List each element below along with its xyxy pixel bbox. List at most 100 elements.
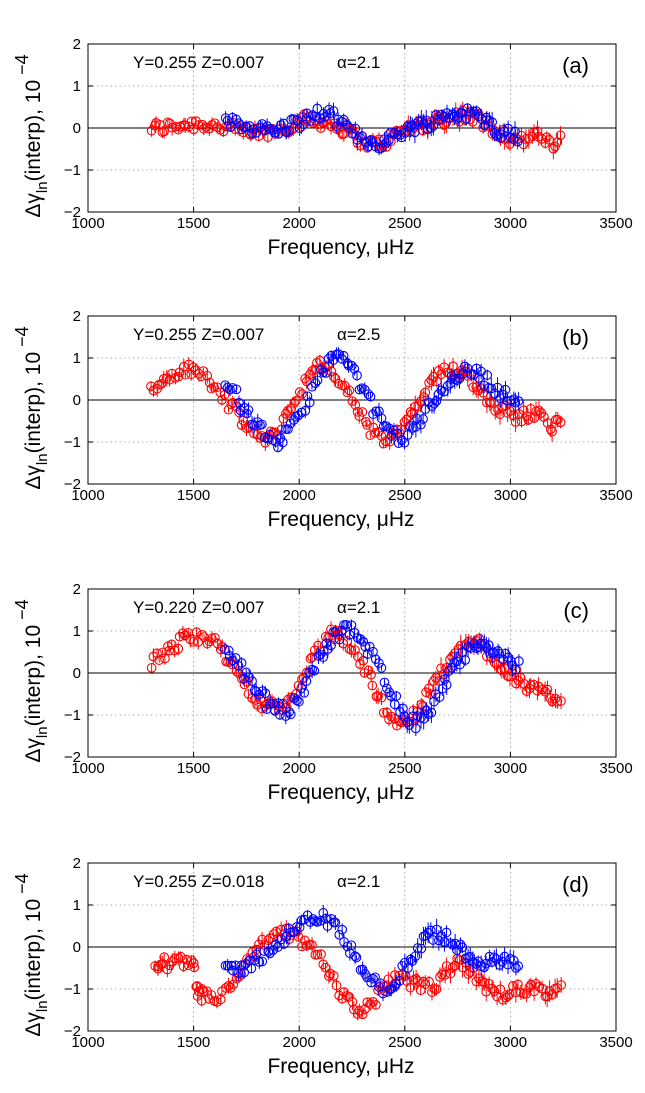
data-point (365, 391, 376, 402)
data-point (357, 407, 368, 417)
x-tick-label: 3000 (494, 215, 527, 232)
data-point (302, 108, 312, 119)
data-point (355, 132, 366, 143)
data-point (484, 951, 495, 962)
data-point (552, 414, 563, 425)
data-point (342, 387, 353, 398)
x-tick-label: 3500 (599, 215, 632, 232)
data-point (350, 399, 361, 410)
data-point (312, 103, 323, 114)
data-point (547, 989, 557, 1000)
data-point (196, 371, 207, 382)
data-point (343, 360, 354, 371)
panel-label: (d) (562, 872, 589, 897)
data-point (338, 350, 349, 361)
data-point (540, 686, 550, 697)
data-point (254, 939, 264, 950)
data-point (294, 387, 305, 397)
data-point (416, 419, 426, 430)
data-point (487, 117, 498, 127)
data-point (362, 997, 373, 1008)
data-point (525, 680, 536, 690)
data-point (277, 437, 288, 448)
data-layer (146, 347, 566, 453)
data-point (275, 120, 286, 130)
y-tick-label: −2 (64, 476, 81, 493)
data-point (452, 945, 462, 956)
data-point (501, 992, 511, 1003)
data-point (307, 940, 317, 950)
data-point (278, 698, 289, 709)
data-point (346, 645, 357, 655)
data-point (349, 363, 360, 374)
x-tick-label: 1500 (177, 760, 210, 777)
x-axis-title: Frequency, μHz (267, 781, 414, 804)
x-tick-label: 1000 (71, 760, 104, 777)
data-point (374, 406, 384, 417)
data-point (541, 132, 552, 143)
data-point (278, 413, 289, 424)
data-point (412, 943, 423, 953)
data-point (518, 139, 529, 150)
data-point (312, 375, 323, 386)
x-tick-label: 3500 (599, 487, 632, 504)
data-point (521, 988, 532, 999)
data-point (159, 952, 170, 962)
data-point (547, 426, 557, 437)
data-point (236, 658, 247, 668)
data-point (394, 975, 405, 986)
data-point (209, 382, 219, 392)
annotation-yz: Y=0.255 Z=0.007 (133, 325, 264, 344)
data-point (191, 627, 202, 638)
data-point (268, 698, 278, 709)
data-point (368, 973, 378, 984)
data-point (358, 655, 369, 666)
series-blue (220, 347, 524, 453)
data-point (523, 414, 534, 425)
data-point (257, 419, 267, 430)
x-tick-label: 2500 (388, 1034, 421, 1051)
data-point (505, 671, 515, 682)
data-point (275, 709, 285, 720)
data-point (424, 976, 434, 987)
data-point (365, 135, 376, 146)
data-point (431, 984, 442, 995)
data-point (362, 649, 373, 659)
data-point (368, 409, 378, 420)
data-point (334, 929, 345, 940)
x-tick-label: 2500 (388, 215, 421, 232)
data-point (188, 636, 199, 647)
data-point (399, 957, 410, 968)
data-point (489, 128, 500, 139)
data-point (364, 641, 375, 652)
data-point (220, 113, 231, 123)
data-point (507, 981, 518, 991)
data-point (431, 673, 441, 683)
y-tick-label: 2 (73, 308, 81, 325)
data-point (358, 636, 369, 647)
data-point (371, 406, 381, 417)
data-point (444, 666, 454, 676)
data-point (326, 121, 336, 132)
data-point (513, 396, 524, 406)
y-axis-title: Δγln(interp), 10 −4 (12, 326, 51, 489)
data-point (328, 106, 339, 116)
data-point (202, 370, 213, 381)
y-tick-label: 1 (73, 78, 81, 95)
y-tick-label: 0 (73, 665, 81, 682)
data-point (341, 619, 352, 630)
data-point (228, 979, 239, 990)
data-point (410, 127, 420, 138)
data-point (316, 364, 326, 375)
data-point (299, 687, 310, 698)
data-point (225, 384, 235, 395)
data-point (160, 653, 170, 664)
data-point (257, 686, 268, 696)
data-point (455, 939, 466, 950)
x-tick-label: 1000 (71, 487, 104, 504)
data-point (337, 993, 347, 1004)
data-point (486, 652, 497, 663)
x-tick-label: 3000 (494, 760, 527, 777)
x-tick-label: 1500 (177, 1034, 210, 1051)
data-point (397, 960, 408, 971)
